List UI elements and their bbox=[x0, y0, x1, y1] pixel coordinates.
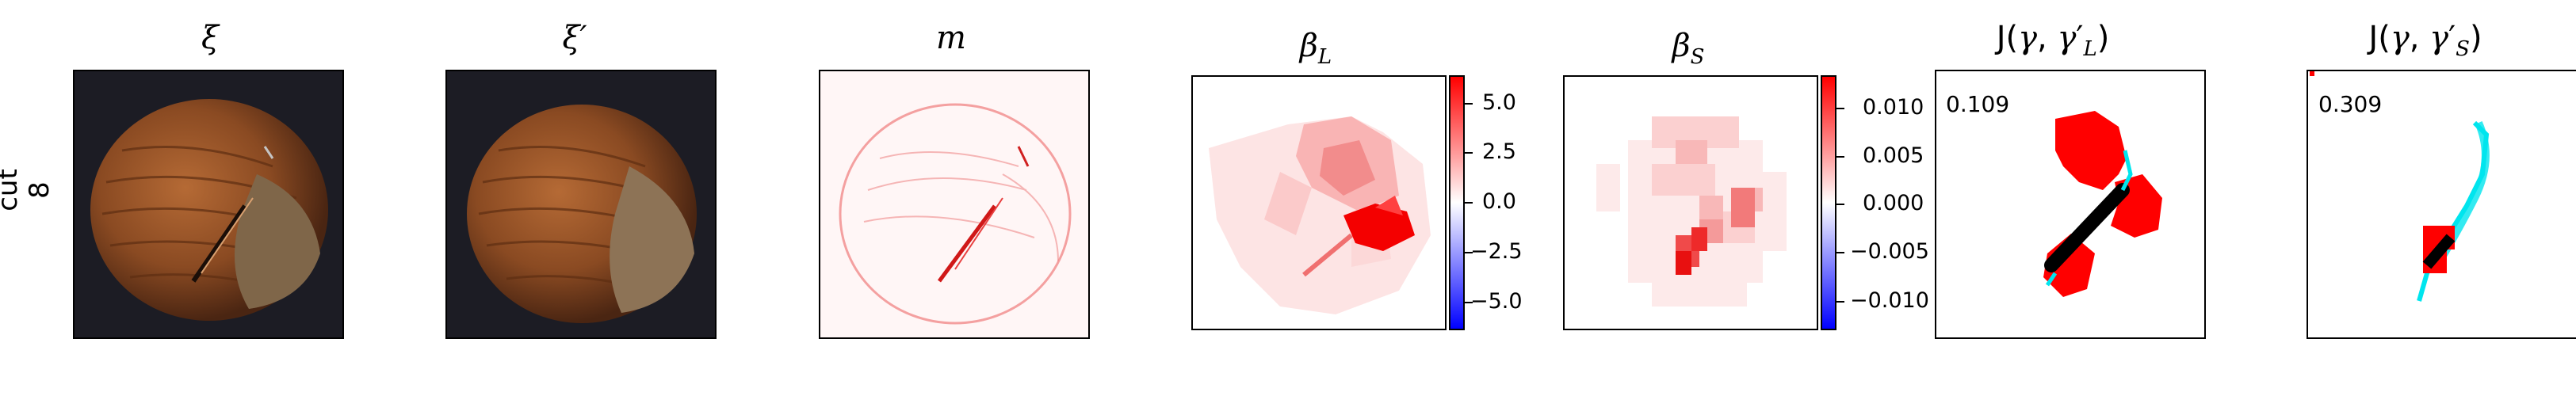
cbar-l-label: 0.0 bbox=[1482, 189, 1516, 214]
row-label-line1: cut bbox=[0, 169, 24, 211]
row-label-line2: 8 bbox=[24, 181, 55, 199]
overlap-j-s bbox=[2308, 71, 2576, 337]
cbar-l-tick bbox=[1465, 103, 1473, 105]
hazelnut-xi bbox=[90, 99, 328, 321]
heatmap-beta-l bbox=[1193, 77, 1445, 329]
iou-value-l: 0.109 bbox=[1946, 91, 2010, 117]
cbar-l-label: 2.5 bbox=[1482, 139, 1516, 164]
cbar-s-tick bbox=[1836, 108, 1844, 109]
title-j-l: J(γ, γ′L) bbox=[1996, 20, 2110, 61]
title-j-s: J(γ, γ′S) bbox=[2368, 20, 2482, 61]
colorbar-beta-s bbox=[1821, 75, 1836, 330]
cbar-s-label: 0.010 bbox=[1863, 95, 1924, 120]
cbar-l-label: −2.5 bbox=[1470, 239, 1523, 264]
cbar-s-label: −0.010 bbox=[1850, 288, 1929, 313]
cbar-l-tick bbox=[1465, 202, 1473, 204]
title-xi: ξ bbox=[201, 20, 220, 56]
cbar-l-label: 5.0 bbox=[1482, 90, 1516, 115]
mask-m bbox=[820, 71, 1088, 337]
panel-xi-prime-image bbox=[445, 70, 717, 339]
title-beta-s: βS bbox=[1672, 28, 1705, 69]
cbar-l-tick bbox=[1465, 152, 1473, 154]
panel-beta-s-image bbox=[1563, 75, 1818, 330]
cbar-l-tick bbox=[1465, 252, 1473, 253]
title-m: m bbox=[936, 20, 966, 56]
panel-m-image bbox=[819, 70, 1090, 339]
iou-value-s: 0.309 bbox=[2318, 91, 2383, 117]
title-beta-l: βL bbox=[1299, 28, 1332, 69]
cbar-s-label: 0.005 bbox=[1863, 143, 1924, 168]
panel-beta-l-image bbox=[1191, 75, 1447, 330]
colorbar-beta-l bbox=[1449, 75, 1465, 330]
heatmap-beta-s bbox=[1565, 77, 1817, 329]
hazelnut-xi-prime bbox=[467, 105, 697, 323]
cbar-s-label: 0.000 bbox=[1863, 191, 1924, 215]
cbar-s-label: −0.005 bbox=[1850, 239, 1929, 264]
cbar-l-tick bbox=[1465, 302, 1473, 303]
cbar-s-tick bbox=[1836, 156, 1844, 158]
title-xi-prime: ξ′ bbox=[562, 20, 587, 56]
cbar-s-tick bbox=[1836, 252, 1844, 253]
cbar-s-tick bbox=[1836, 301, 1844, 303]
overlap-j-l bbox=[1936, 71, 2204, 337]
panel-xi-image bbox=[73, 70, 344, 339]
panel-j-l-image bbox=[1935, 70, 2206, 339]
row-label: cut 8 bbox=[0, 158, 55, 222]
cbar-s-tick bbox=[1836, 204, 1844, 205]
cbar-l-label: −5.0 bbox=[1470, 289, 1523, 314]
panel-j-s-image bbox=[2307, 70, 2576, 339]
